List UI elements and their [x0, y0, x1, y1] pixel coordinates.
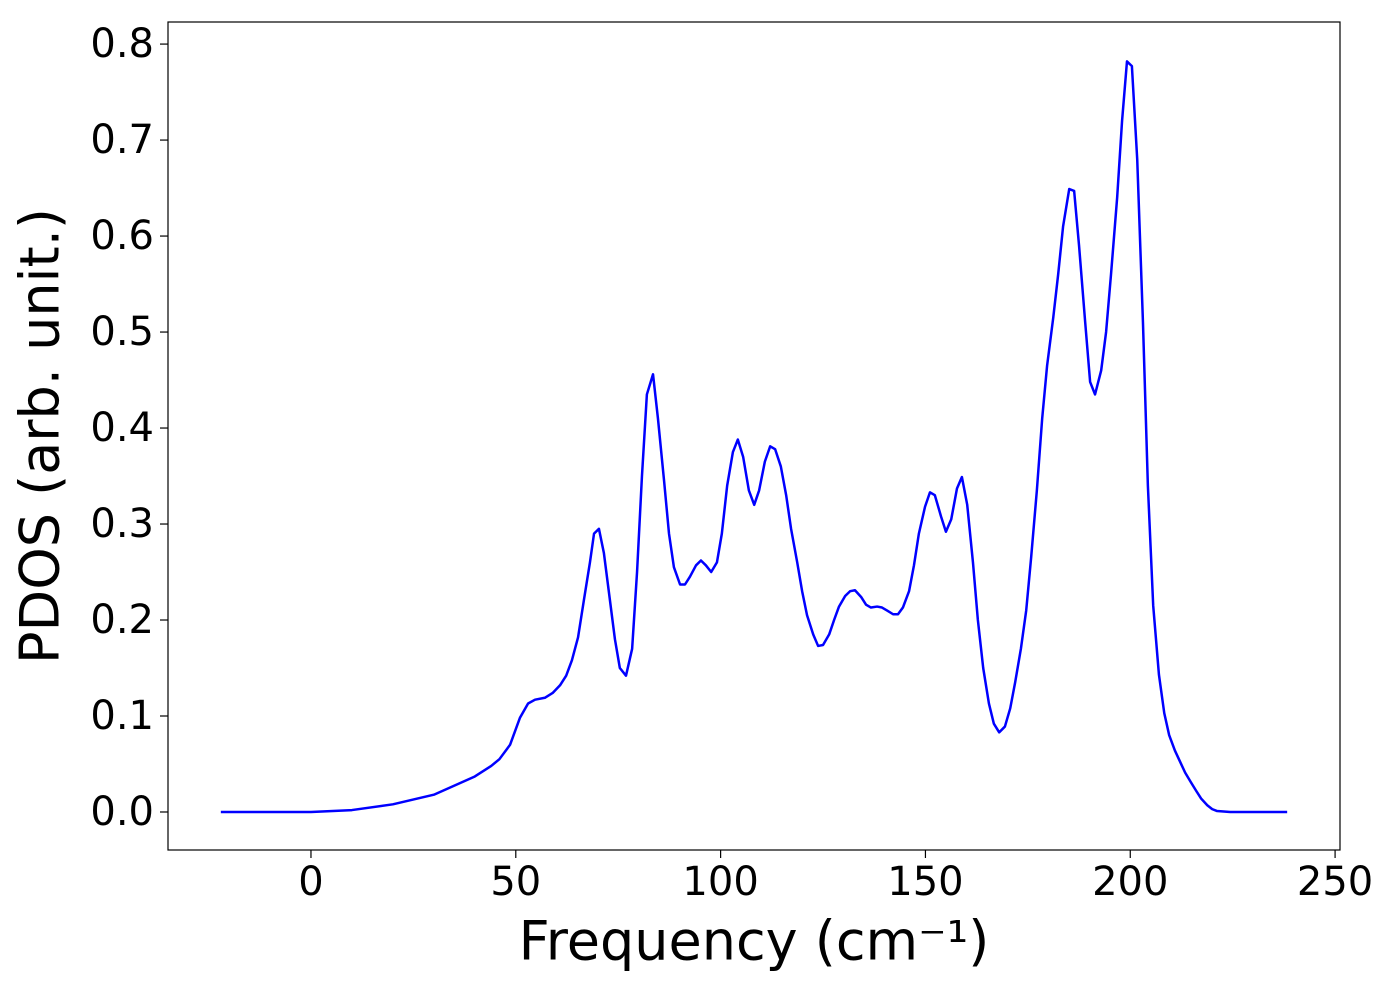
y-tick-label: 0.6	[90, 213, 154, 259]
x-tick-label: 200	[1092, 859, 1168, 905]
plot-frame	[167, 21, 1341, 851]
y-tick-label: 0.4	[90, 405, 154, 451]
x-tick-label: 50	[490, 859, 541, 905]
x-tick-label: 250	[1297, 859, 1373, 905]
x-tick-label: 150	[887, 859, 963, 905]
x-tick-label: 0	[298, 859, 323, 905]
y-tick-label: 0.5	[90, 309, 154, 355]
y-tick-label: 0.2	[90, 597, 154, 643]
y-tick-label: 0.7	[90, 117, 154, 163]
x-axis-label: Frequency (cm⁻¹)	[519, 910, 990, 973]
y-axis-label: PDOS (arb. unit.)	[9, 208, 72, 664]
data-line	[220, 60, 1288, 814]
y-tick-label: 0.0	[90, 789, 154, 835]
x-tick-label: 100	[682, 859, 758, 905]
y-tick-label: 0.8	[90, 21, 154, 67]
y-tick-label: 0.1	[90, 693, 154, 739]
y-tick-label: 0.3	[90, 501, 154, 547]
